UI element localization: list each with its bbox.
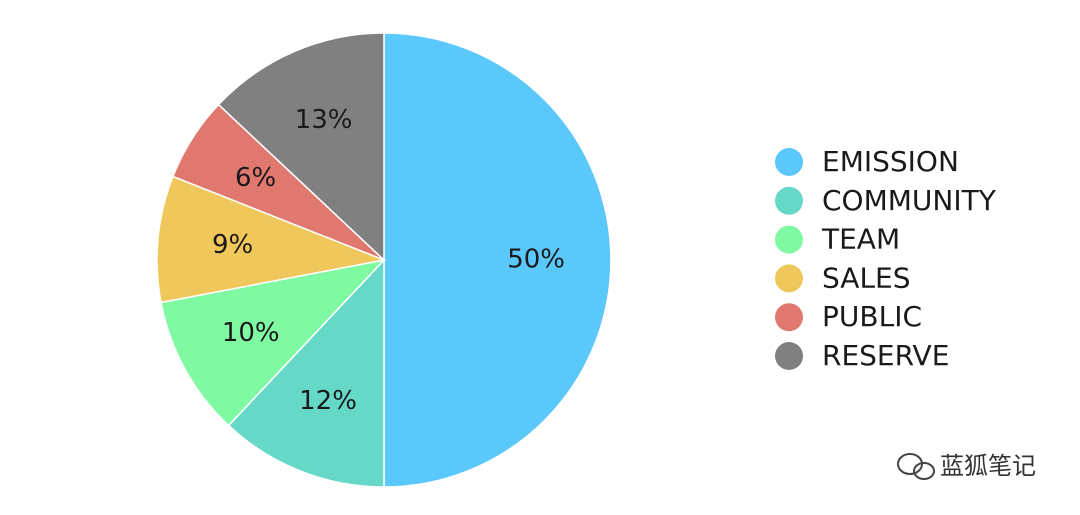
- data-label: 9%: [212, 230, 253, 260]
- watermark-icon: [897, 453, 935, 480]
- legend-marker: [775, 264, 803, 293]
- legend-marker: [775, 303, 803, 332]
- legend-marker: [775, 342, 803, 370]
- legend-label: SALES: [822, 261, 911, 294]
- watermark: 蓝狐笔记: [940, 452, 1036, 480]
- pie-slice: [156, 175, 387, 304]
- legend-marker: [775, 225, 803, 254]
- data-label: 50%: [507, 245, 565, 275]
- legend-label: EMISSION: [822, 145, 959, 178]
- data-label: 10%: [222, 318, 280, 348]
- legend-label: PUBLIC: [822, 300, 922, 333]
- pie-slice: [227, 258, 385, 488]
- pie-slice: [383, 32, 612, 488]
- data-label: 13%: [295, 105, 353, 135]
- legend-marker: [775, 186, 803, 215]
- pie-slice: [160, 258, 387, 427]
- legend-marker: [775, 148, 803, 176]
- legend-label: TEAM: [821, 223, 900, 256]
- data-label: 12%: [299, 386, 357, 416]
- pie-slice: [217, 32, 385, 262]
- legend-label: COMMUNITY: [822, 184, 997, 217]
- legend-label: RESERVE: [822, 339, 949, 372]
- data-label: 6%: [235, 163, 276, 193]
